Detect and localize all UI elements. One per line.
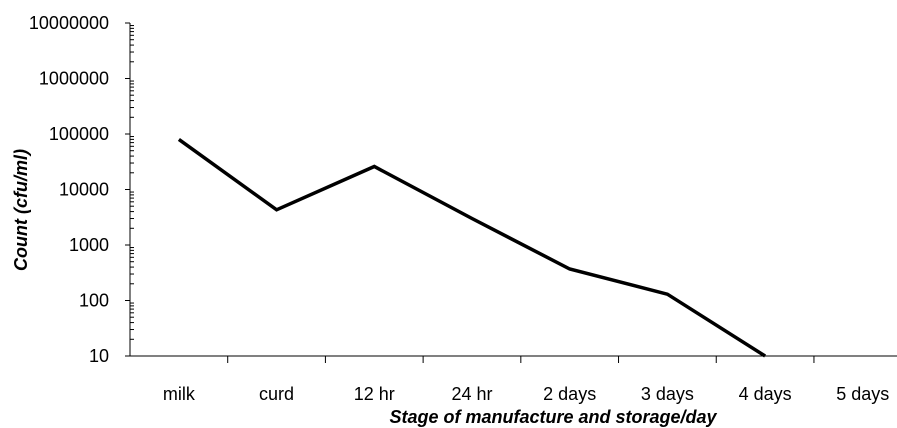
y-tick-label: 10000 <box>59 180 109 200</box>
x-tick-label: 5 days <box>836 384 889 404</box>
x-tick-label: 24 hr <box>451 384 492 404</box>
y-axis-title: Count (cfu/ml) <box>11 149 31 271</box>
x-tick-label: 3 days <box>641 384 694 404</box>
x-tick-label: curd <box>259 384 294 404</box>
series-layer <box>177 137 767 358</box>
x-tick-label: 12 hr <box>354 384 395 404</box>
y-tick-label: 10000000 <box>29 13 109 33</box>
x-tick-label: 2 days <box>543 384 596 404</box>
x-axis-title: Stage of manufacture and storage/day <box>389 407 717 427</box>
y-tick-label: 1000000 <box>39 69 109 89</box>
y-tick-label: 1000 <box>69 235 109 255</box>
y-tick-label: 100000 <box>49 124 109 144</box>
y-axis: 10000000 1000000 100000 10000 1000 100 10 <box>29 13 134 366</box>
y-tick-label: 100 <box>79 291 109 311</box>
y-tick-label: 10 <box>89 346 109 366</box>
x-axis: milk curd 12 hr 24 hr 2 days 3 days 4 days 5 da… <box>130 355 897 404</box>
series-line <box>177 137 767 358</box>
x-tick-label: 4 days <box>739 384 792 404</box>
x-tick-label: milk <box>163 384 196 404</box>
